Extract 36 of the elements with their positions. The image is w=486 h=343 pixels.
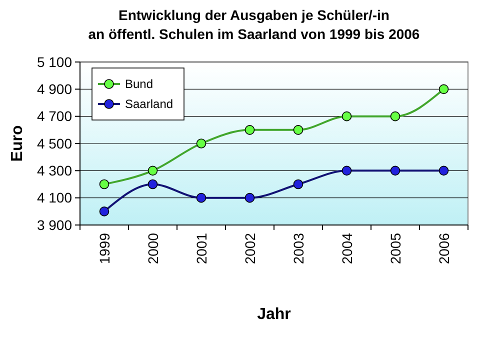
point <box>196 192 206 203</box>
point <box>244 125 255 135</box>
point <box>390 111 400 122</box>
point <box>293 179 304 190</box>
chart-title: Entwicklung der Ausgaben je Schüler/-in an öffentl. Schulen im Saarland von 1999 bis 2006 <box>88 7 420 42</box>
x-tick-label: 2003 <box>290 232 306 264</box>
point <box>148 166 158 176</box>
x-tick-label: 2001 <box>193 232 210 264</box>
legend-label: Saarland <box>125 97 174 112</box>
y-tick-label: 4 300 <box>36 162 72 179</box>
y-tick-label: 4 500 <box>36 135 72 152</box>
point <box>438 84 449 94</box>
point <box>342 166 352 176</box>
x-tick-label: 2000 <box>144 232 161 264</box>
point <box>99 206 110 216</box>
y-tick-label: 5 100 <box>36 54 72 70</box>
point <box>390 166 400 176</box>
point <box>438 166 449 176</box>
x-tick-label: 2004 <box>338 232 355 264</box>
point <box>244 192 255 203</box>
x-tick-label: 1999 <box>96 232 112 264</box>
y-axis-title: Euro <box>9 125 26 162</box>
x-tick-label: 2006 <box>436 232 452 264</box>
point <box>99 179 110 190</box>
y-tick-label: 4 700 <box>36 108 72 124</box>
legend-label: Bund <box>125 77 154 92</box>
point <box>342 111 352 122</box>
point <box>196 138 206 148</box>
point <box>148 179 158 190</box>
point <box>293 125 304 135</box>
y-tick-label: 3 900 <box>36 216 72 233</box>
x-tick-label: 2005 <box>387 232 404 264</box>
x-tick-label: 2002 <box>242 232 258 264</box>
y-tick-label: 4 100 <box>36 190 72 206</box>
x-axis-title: Jahr <box>257 306 291 323</box>
y-tick-label: 4 900 <box>36 81 72 98</box>
